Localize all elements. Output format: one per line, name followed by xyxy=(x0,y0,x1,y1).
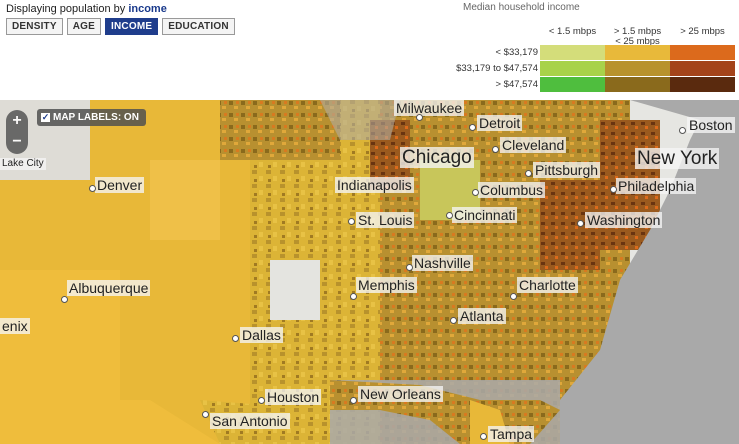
density-button[interactable]: DENSITY xyxy=(6,18,63,35)
legend-row-high: > $47,574 xyxy=(495,79,538,90)
education-button[interactable]: EDUCATION xyxy=(162,18,235,35)
checkbox-icon[interactable]: ✓ xyxy=(41,112,50,122)
displaying-value: income xyxy=(128,3,167,15)
legend-col-high: > 25 mbps xyxy=(680,26,725,37)
income-button[interactable]: INCOME xyxy=(105,18,159,35)
legend-swatch xyxy=(670,77,735,92)
city-label-nashville: Nashville xyxy=(412,255,473,271)
legend-swatch xyxy=(605,77,670,92)
map-labels-text: MAP LABELS: ON xyxy=(53,112,139,123)
city-label-indianapolis: Indianapolis xyxy=(335,177,414,193)
city-label-albuquerque: Albuquerque xyxy=(67,280,151,296)
legend-swatch xyxy=(605,61,670,76)
legend-swatch xyxy=(540,61,605,76)
legend-swatch xyxy=(670,45,735,60)
city-marker xyxy=(469,124,476,131)
legend-swatch xyxy=(540,77,605,92)
age-button[interactable]: AGE xyxy=(66,18,102,35)
city-marker xyxy=(510,293,517,300)
city-label-houston: Houston xyxy=(265,389,322,405)
city-label-new-york: New York xyxy=(635,148,720,169)
city-label-pittsburgh: Pittsburgh xyxy=(533,162,601,178)
city-marker xyxy=(610,186,617,193)
zoom-in-button[interactable]: + xyxy=(12,112,22,129)
city-label-tampa: Tampa xyxy=(488,426,535,442)
city-label-new-orleans: New Orleans xyxy=(358,386,443,402)
city-label-charlotte: Charlotte xyxy=(517,277,578,293)
map-labels-toggle[interactable]: ✓ MAP LABELS: ON xyxy=(37,109,146,126)
city-marker xyxy=(450,317,457,324)
city-label-phoenix-partial: enix xyxy=(0,318,30,334)
city-marker xyxy=(679,127,686,134)
city-marker xyxy=(89,185,96,192)
city-marker xyxy=(446,212,453,219)
city-label-denver: Denver xyxy=(95,177,145,193)
city-marker xyxy=(577,220,584,227)
city-label-milwaukee: Milwaukee xyxy=(394,100,465,116)
city-marker xyxy=(348,218,355,225)
city-label-atlanta: Atlanta xyxy=(458,308,506,324)
city-marker xyxy=(350,293,357,300)
legend-swatch xyxy=(540,45,605,60)
legend-swatch xyxy=(605,45,670,60)
city-marker xyxy=(232,335,239,342)
city-label-washington: Washington xyxy=(585,212,663,228)
city-label-dallas: Dallas xyxy=(240,327,283,343)
view-button-group: DENSITY AGE INCOME EDUCATION xyxy=(6,18,235,35)
city-label-cleveland: Cleveland xyxy=(500,137,567,153)
displaying-prefix: Displaying population by xyxy=(6,3,126,15)
city-label-columbus: Columbus xyxy=(478,182,546,198)
choropleth-map[interactable]: Milwaukee Detroit Boston Lake City Chica… xyxy=(0,100,739,444)
city-label-st-louis: St. Louis xyxy=(356,212,415,228)
displaying-caption: Displaying population by income xyxy=(6,3,167,15)
city-label-chicago: Chicago xyxy=(400,147,474,168)
legend-title: Median household income xyxy=(463,2,580,13)
legend-row-low: < $33,179 xyxy=(495,47,538,58)
city-marker xyxy=(416,114,423,121)
city-marker xyxy=(202,411,209,418)
city-marker xyxy=(61,296,68,303)
zoom-control: + − xyxy=(6,110,28,154)
legend-col-mid: > 1.5 mbps < 25 mbps xyxy=(613,26,662,47)
city-label-detroit: Detroit xyxy=(477,115,523,131)
city-marker xyxy=(350,397,357,404)
city-marker xyxy=(525,170,532,177)
header: Displaying population by income DENSITY … xyxy=(0,0,739,100)
city-marker xyxy=(258,397,265,404)
city-marker xyxy=(480,433,487,440)
city-marker xyxy=(472,189,479,196)
city-label-philadelphia: Philadelphia xyxy=(616,178,697,194)
city-label-lake-city: Lake City xyxy=(0,158,46,170)
legend-row-mid: $33,179 to $47,574 xyxy=(456,63,538,74)
city-label-memphis: Memphis xyxy=(356,277,417,293)
city-label-cincinnati: Cincinnati xyxy=(452,207,518,223)
city-label-san-antonio: San Antonio xyxy=(210,413,290,429)
legend-swatch xyxy=(670,61,735,76)
city-label-boston: Boston xyxy=(687,117,735,133)
city-marker xyxy=(406,264,413,271)
city-marker xyxy=(492,146,499,153)
legend-col-low: < 1.5 mbps xyxy=(548,26,597,37)
zoom-out-button[interactable]: − xyxy=(12,133,22,150)
